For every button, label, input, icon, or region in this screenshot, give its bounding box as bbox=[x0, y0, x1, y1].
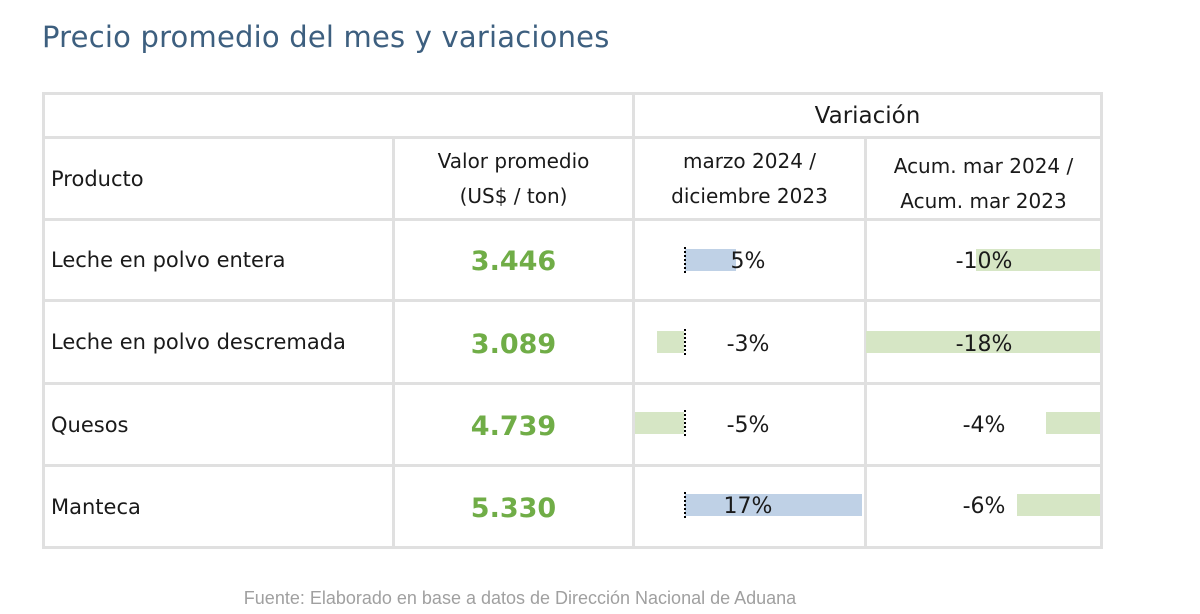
table-divider bbox=[42, 382, 1103, 385]
table-row-value: 4.739 bbox=[470, 411, 557, 442]
acum-variation-header-line1: Acum. mar 2024 / bbox=[893, 153, 1074, 178]
table-divider bbox=[42, 299, 1103, 302]
variation-group-header: Variación bbox=[814, 102, 921, 129]
month-variation-header-line2: diciembre 2023 bbox=[671, 183, 828, 208]
zero-axis-line bbox=[684, 247, 686, 273]
table-row-product: Quesos bbox=[51, 412, 129, 437]
acum-variation-bar bbox=[1046, 412, 1100, 434]
table-row-value: 5.330 bbox=[470, 493, 557, 524]
table-divider bbox=[864, 136, 867, 549]
acum-variation-value: -18% bbox=[955, 332, 1013, 357]
price-table: Variación Producto Valor promedio (US$ /… bbox=[42, 92, 1103, 549]
table-border-bottom bbox=[42, 546, 1103, 549]
table-divider bbox=[42, 218, 1103, 221]
table-row-product: Leche en polvo descremada bbox=[51, 330, 346, 354]
acum-variation-bar bbox=[976, 249, 1100, 271]
table-border-right bbox=[1100, 92, 1103, 549]
table-row-product: Manteca bbox=[51, 494, 141, 519]
acum-variation-header: Acum. mar 2024 / Acum. mar 2023 bbox=[867, 144, 1100, 223]
acum-variation-bar bbox=[1017, 494, 1100, 516]
table-divider bbox=[392, 136, 395, 549]
table-divider bbox=[632, 92, 635, 549]
zero-axis-line bbox=[684, 329, 686, 355]
month-variation-value: -5% bbox=[726, 413, 770, 438]
acum-variation-value: -4% bbox=[962, 413, 1006, 438]
month-variation-bar bbox=[685, 494, 862, 516]
table-row-value: 3.089 bbox=[470, 328, 557, 360]
page-title: Precio promedio del mes y variaciones bbox=[42, 20, 610, 54]
acum-variation-bar bbox=[866, 331, 1100, 353]
source-note: Fuente: Elaborado en base a datos de Dir… bbox=[243, 588, 797, 608]
product-column-header: Producto bbox=[51, 166, 144, 191]
table-row-value: 3.446 bbox=[470, 245, 557, 277]
month-variation-value: -3% bbox=[726, 332, 770, 357]
acum-variation-header-line2: Acum. mar 2023 bbox=[900, 188, 1067, 213]
value-column-header-line2: (US$ / ton) bbox=[459, 183, 568, 208]
month-variation-value: 5% bbox=[730, 249, 766, 274]
zero-axis-line bbox=[684, 410, 686, 436]
zero-axis-line bbox=[684, 492, 686, 518]
value-column-header: Valor promedio (US$ / ton) bbox=[395, 139, 632, 218]
value-column-header-line1: Valor promedio bbox=[437, 148, 590, 173]
acum-variation-value: -6% bbox=[962, 494, 1006, 519]
acum-variation-value: -10% bbox=[955, 249, 1013, 274]
month-variation-bar bbox=[657, 331, 684, 353]
table-divider bbox=[42, 136, 1103, 139]
table-border-left bbox=[42, 92, 45, 549]
month-variation-header-line1: marzo 2024 / bbox=[682, 148, 817, 173]
month-variation-header: marzo 2024 / diciembre 2023 bbox=[635, 139, 864, 218]
month-variation-value: 17% bbox=[723, 494, 773, 519]
month-variation-bar bbox=[685, 249, 736, 271]
table-border-top bbox=[42, 92, 1103, 95]
table-row-product: Leche en polvo entera bbox=[51, 248, 286, 272]
month-variation-bar bbox=[635, 412, 684, 434]
table-divider bbox=[42, 464, 1103, 467]
